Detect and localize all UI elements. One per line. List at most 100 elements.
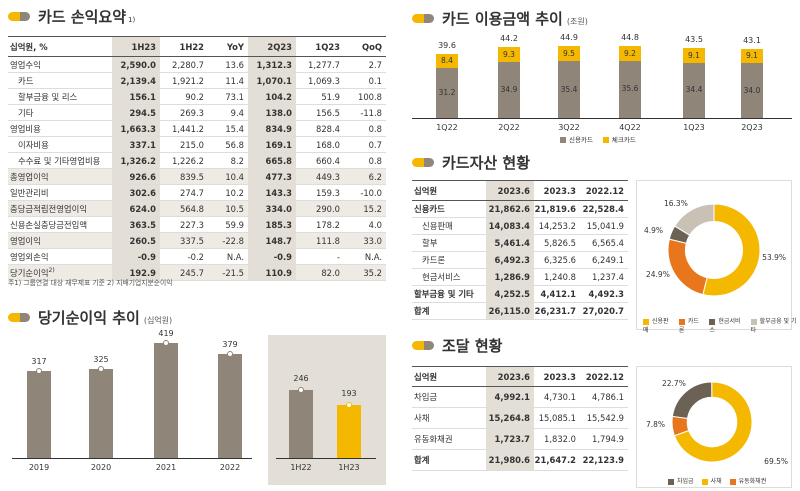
- cell-value: -0.9: [112, 248, 160, 265]
- cell-value: 665.8: [248, 152, 296, 169]
- bar-value-label: 317: [31, 356, 47, 366]
- cell-value: 0.8: [344, 152, 386, 169]
- cell-value: 33.0: [344, 232, 386, 249]
- bullet-icon: [412, 341, 434, 350]
- bar-marker: [227, 350, 233, 357]
- assets-legend: 신용판매 카드론 현금서비스 할부금융 및 기타: [643, 316, 800, 334]
- table-row: 당기순이익2) 192.9 245.7 -21.5 110.9 82.0 35.2: [8, 264, 386, 281]
- cell-value: 15.2: [344, 200, 386, 217]
- x-tick-label: 1Q23: [683, 123, 705, 132]
- column-header: 십억원: [412, 180, 486, 201]
- legend-item-credit: 신용카드: [560, 134, 593, 144]
- bar-value-label: 34.4: [685, 85, 703, 95]
- table-row: 수수료 및 기타영업비용 1,326.2 1,226.2 8.2 665.8 660.4 0…: [8, 152, 386, 169]
- table-row: 총영업이익 926.6 839.5 10.4 477.3 449.3 6.2: [8, 168, 386, 185]
- row-label: 할부: [412, 234, 486, 252]
- bar-credit: [683, 62, 705, 118]
- cell-value: 10.5: [208, 200, 248, 217]
- table-row: 할부금융 및 리스 156.1 90.2 73.1 104.2 51.9 100.8: [8, 88, 386, 105]
- bar-value-label: 419: [158, 329, 174, 338]
- bar-check: [619, 46, 641, 61]
- cell-value: 260.5: [112, 232, 160, 249]
- cell-value: 15,041.9: [580, 217, 628, 235]
- cell-value: 21,862.6: [486, 200, 534, 218]
- cell-value: 0.8: [344, 120, 386, 137]
- row-label-text: 신용손실충당금전입액: [10, 219, 88, 230]
- table-row: 합계 21,980.6 21,647.2 22,123.9: [412, 449, 628, 471]
- bar-total-label: 44.8: [621, 33, 639, 43]
- cell-value: 2,280.7: [160, 56, 208, 73]
- slice-value-label: 24.9%: [646, 270, 670, 279]
- cell-value: 168.0: [296, 136, 344, 153]
- column-header: 1Q23: [296, 36, 344, 57]
- cell-value: 156.1: [112, 88, 160, 105]
- cell-value: 156.5: [296, 104, 344, 121]
- table-header-row: 십억원 2023.6 2023.3 2022.12: [412, 366, 628, 387]
- cell-value: -0.9: [248, 248, 296, 265]
- bar-check: [741, 48, 763, 64]
- row-label: 수수료 및 기타영업비용: [8, 152, 112, 169]
- cell-value: 21,647.2: [534, 449, 580, 471]
- cell-value: 21,980.6: [486, 449, 534, 471]
- cell-value: 0.1: [344, 72, 386, 89]
- bar-value-label: 193: [341, 389, 357, 399]
- table-row: 신용판매 14,083.4 14,253.2 15,041.9: [412, 217, 628, 235]
- cell-value: 290.0: [296, 200, 344, 217]
- cell-value: 624.0: [112, 200, 160, 217]
- x-tick-label: 2022: [219, 463, 241, 472]
- bar: [154, 343, 178, 458]
- bar-value-label: 35.6: [621, 84, 639, 94]
- bullet-icon: [8, 313, 30, 322]
- bar-marker: [346, 402, 352, 409]
- cell-value: 169.1: [248, 136, 296, 153]
- bar-value-label: 9.3: [503, 49, 515, 59]
- table-row: 이자비용 337.1 215.0 56.8 169.1 168.0 0.7: [8, 136, 386, 153]
- slice-value-label: 22.7%: [662, 379, 686, 388]
- bar-value-label: 35.4: [560, 84, 578, 94]
- row-label: 신용손실충당금전입액: [8, 216, 112, 233]
- income-summary-table: 십억원, % 1H23 1H22 YoY 2Q23 1Q23 QoQ 영업수익 2,590.0 2…: [8, 36, 386, 281]
- card-assets-donut-chart: 53.9% 24.9% 4.9% 16.3%: [644, 199, 786, 297]
- cell-value: 449.3: [296, 168, 344, 185]
- funding-legend: 차입금 사채 유동화채권: [668, 476, 766, 485]
- row-label-text: 총영업이익: [10, 171, 49, 182]
- cell-value: 4,412.1: [534, 285, 580, 303]
- cell-value: -: [296, 248, 344, 265]
- cell-value: 1,277.7: [296, 56, 344, 73]
- bar-check: [558, 46, 580, 62]
- row-label-text: 영업이익: [10, 235, 41, 246]
- row-label: 기타: [8, 104, 112, 121]
- table-row: 현금서비스 1,286.9 1,240.8 1,237.4: [412, 268, 628, 286]
- row-label: 카드: [8, 72, 112, 89]
- cell-value: 334.0: [248, 200, 296, 217]
- section-title-text: 카드 손익요약: [38, 8, 127, 26]
- bar-credit: [558, 61, 580, 118]
- cell-value: 143.3: [248, 184, 296, 201]
- bar-credit: [436, 67, 458, 118]
- cell-value: 302.6: [112, 184, 160, 201]
- cell-value: 104.2: [248, 88, 296, 105]
- cell-value: 1,326.2: [112, 152, 160, 169]
- cell-value: 5,826.5: [534, 234, 580, 252]
- cell-value: 1,921.2: [160, 72, 208, 89]
- cell-value: 15,264.8: [486, 407, 534, 429]
- unit-label: (조원): [566, 17, 588, 26]
- cell-value: 245.7: [160, 264, 208, 281]
- bar-credit: [741, 63, 763, 118]
- bar-value-label: 246: [293, 374, 309, 384]
- cell-value: 2,590.0: [112, 56, 160, 73]
- table-row: 합계 26,115.0 26,231.7 27,020.7: [412, 302, 628, 320]
- unit-label: (십억원): [143, 316, 173, 325]
- column-header: 십억원, %: [8, 36, 112, 57]
- footnote-mark: 1): [128, 16, 136, 24]
- cell-value: 4.0: [344, 216, 386, 233]
- donut-slice: [667, 238, 708, 296]
- row-label-text: 기타: [18, 107, 34, 118]
- x-tick-label: 3Q22: [558, 123, 580, 132]
- cell-value: 4,492.3: [580, 285, 628, 303]
- cell-value: 4,786.1: [580, 386, 628, 408]
- cell-value: 138.0: [248, 104, 296, 121]
- column-header: 1H23: [112, 36, 160, 57]
- x-tick-label: 2020: [90, 463, 112, 472]
- x-tick-label: 2Q22: [498, 123, 520, 132]
